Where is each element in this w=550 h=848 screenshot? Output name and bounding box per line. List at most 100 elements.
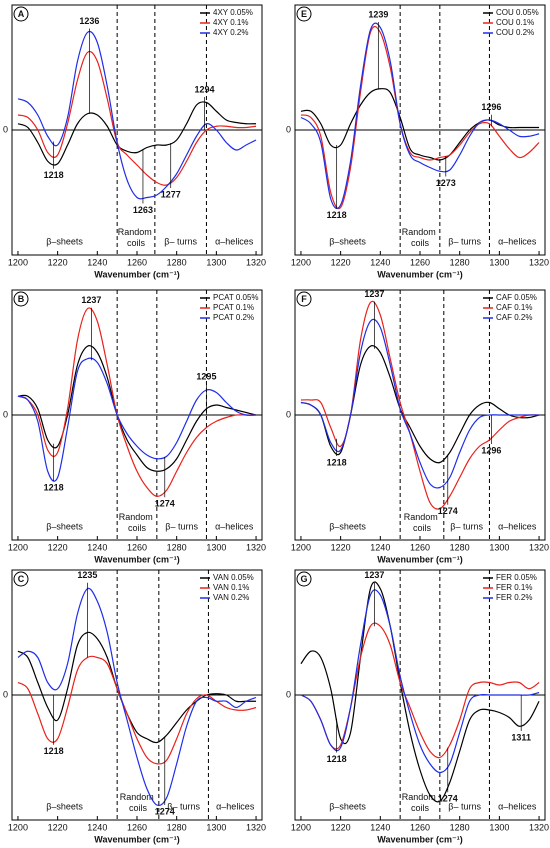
legend-label: FER 0.1% xyxy=(496,583,532,592)
region-label: α–helices xyxy=(215,236,254,246)
legend-label: CAF 0.1% xyxy=(496,303,532,312)
legend-label: CAF 0.05% xyxy=(496,293,537,302)
x-tick-label: 1240 xyxy=(370,542,390,552)
region-label: β–sheets xyxy=(46,236,83,246)
y-tick-label: 0 xyxy=(3,689,8,699)
peak-label: 1311 xyxy=(511,732,531,742)
spectrum-line xyxy=(300,581,540,803)
spectrum-line xyxy=(17,345,257,472)
peak-label: 1274 xyxy=(438,794,458,804)
x-tick-label: 1240 xyxy=(370,257,390,267)
x-tick-label: 1200 xyxy=(8,257,28,267)
region-label: β– turns xyxy=(164,236,197,246)
peak-label: 1263 xyxy=(133,205,153,215)
legend-label: COU 0.1% xyxy=(496,18,534,27)
spectrum-line xyxy=(17,631,257,744)
x-tick-label: 1260 xyxy=(127,822,147,832)
peak-label: 1218 xyxy=(44,746,64,756)
x-tick-label: 1280 xyxy=(450,542,470,552)
region-label: β–sheets xyxy=(329,521,366,531)
region-label-line: coils xyxy=(413,523,432,533)
peak-label: 1296 xyxy=(481,445,501,455)
x-tick-label: 1200 xyxy=(291,822,311,832)
panel: 0 1200 1220 1240 1260 1280 1300 1320 Wavenumber … xyxy=(286,289,549,565)
region-label-line: coils xyxy=(128,523,147,533)
region-label-line: coils xyxy=(129,803,148,813)
panel: 0 1200 1220 1240 1260 1280 1300 1320 Wavenumber … xyxy=(3,4,266,279)
x-tick-label: 1280 xyxy=(450,822,470,832)
region-label-line: Random xyxy=(119,512,156,522)
legend-label: VAN 0.2% xyxy=(213,593,249,602)
region-label: Random coils xyxy=(120,792,157,813)
region-label: Random coils xyxy=(119,512,156,533)
panel-badge xyxy=(13,291,29,307)
x-tick-label: 1320 xyxy=(246,542,266,552)
x-axis-title: Wavenumber (cm⁻¹) xyxy=(377,269,462,279)
y-tick-label: 0 xyxy=(3,124,8,134)
region-label: Random coils xyxy=(402,227,439,248)
region-label: β–sheets xyxy=(46,801,83,811)
peak-label: 1274 xyxy=(155,806,175,816)
x-tick-label: 1320 xyxy=(246,822,266,832)
panel-letter: E xyxy=(301,9,307,19)
spectrum-line xyxy=(17,357,257,482)
x-tick-label: 1220 xyxy=(48,257,68,267)
spectrum-line xyxy=(300,22,540,210)
x-tick-label: 1200 xyxy=(291,542,311,552)
x-tick-label: 1300 xyxy=(489,822,509,832)
legend-label: FER 0.2% xyxy=(496,593,532,602)
x-tick-label: 1220 xyxy=(331,542,351,552)
panel-letter: G xyxy=(300,574,307,584)
legend-label: 4XY 0.05% xyxy=(213,8,253,17)
peak-label: 1295 xyxy=(196,371,216,381)
spectrum-line xyxy=(300,345,540,464)
x-tick-label: 1240 xyxy=(87,257,107,267)
legend-label: VAN 0.05% xyxy=(213,573,254,582)
region-label-line: Random xyxy=(118,227,155,237)
x-axis-title: Wavenumber (cm⁻¹) xyxy=(94,554,179,564)
peak-label: 1235 xyxy=(77,570,97,580)
region-label: β–sheets xyxy=(46,521,83,531)
spectrum-line xyxy=(300,318,540,489)
spectrum-line xyxy=(17,50,257,186)
x-tick-label: 1240 xyxy=(87,542,107,552)
spectrum-line xyxy=(17,307,257,497)
x-tick-label: 1300 xyxy=(489,542,509,552)
spectrum-line xyxy=(17,101,257,166)
y-tick-label: 0 xyxy=(286,409,291,419)
region-label: α–helices xyxy=(498,801,537,811)
peak-label: 1218 xyxy=(327,754,347,764)
x-tick-label: 1300 xyxy=(206,257,226,267)
x-tick-label: 1280 xyxy=(167,822,187,832)
x-tick-label: 1260 xyxy=(410,822,430,832)
panel-badge xyxy=(13,6,29,22)
x-tick-label: 1280 xyxy=(450,257,470,267)
region-label: β– turns xyxy=(450,521,483,531)
panel-letter: F xyxy=(301,294,307,304)
x-tick-label: 1300 xyxy=(206,822,226,832)
panel: 0 1200 1220 1240 1260 1280 1300 1320 Wavenumber … xyxy=(286,4,549,279)
region-label-line: coils xyxy=(127,238,146,248)
x-tick-label: 1240 xyxy=(370,822,390,832)
panel-letter: C xyxy=(18,574,25,584)
peak-label: 1274 xyxy=(438,506,458,516)
peak-label: 1218 xyxy=(327,457,347,467)
legend-label: CAF 0.2% xyxy=(496,313,532,322)
peak-label: 1277 xyxy=(161,189,181,199)
legend-label: PCAT 0.05% xyxy=(213,293,259,302)
x-tick-label: 1260 xyxy=(410,257,430,267)
peak-label: 1237 xyxy=(364,570,384,580)
x-tick-label: 1260 xyxy=(127,542,147,552)
peak-label: 1218 xyxy=(327,210,347,220)
panel-badge xyxy=(296,571,312,587)
x-tick-label: 1200 xyxy=(8,542,28,552)
x-axis-title: Wavenumber (cm⁻¹) xyxy=(377,834,462,844)
x-tick-label: 1320 xyxy=(529,822,549,832)
peak-label: 1218 xyxy=(44,170,64,180)
legend-label: PCAT 0.1% xyxy=(213,303,254,312)
region-label-line: coils xyxy=(411,803,430,813)
region-label: β– turns xyxy=(448,236,481,246)
region-label: β– turns xyxy=(165,521,198,531)
region-label-line: Random xyxy=(402,227,439,237)
